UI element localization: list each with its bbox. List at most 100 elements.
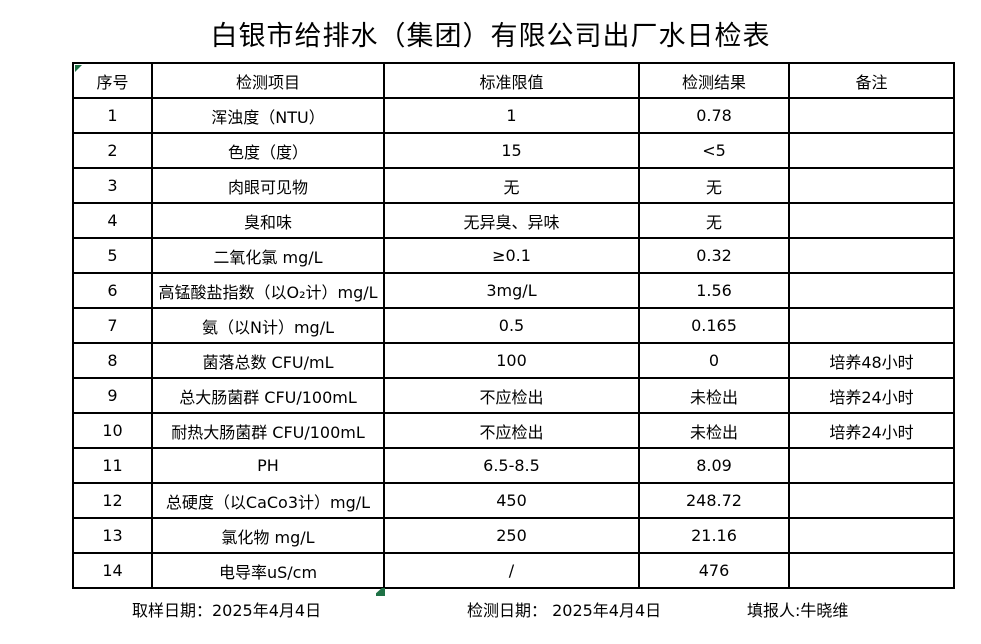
cell-limit: 15 <box>383 132 640 169</box>
table-row: 10 耐热大肠菌群 CFU/100mL 不应检出 未检出 培养24小时 <box>72 412 955 449</box>
cell-remark <box>788 97 955 134</box>
cell-item: 氨（以N计）mg/L <box>151 307 385 344</box>
cell-remark <box>788 307 955 344</box>
cell-limit: / <box>383 552 640 589</box>
cell-limit: 1 <box>383 97 640 134</box>
cell-index: 10 <box>72 412 153 449</box>
cell-index: 9 <box>72 377 153 414</box>
cell-index: 7 <box>72 307 153 344</box>
cell-item: 臭和味 <box>151 202 385 239</box>
excel-error-marker-icon <box>75 65 82 72</box>
footer: 取样日期：2025年4月4日 检测日期： 2025年4月4日 填报人:牛晓维 <box>0 597 981 621</box>
cell-index: 4 <box>72 202 153 239</box>
cell-result: 8.09 <box>638 447 790 484</box>
cell-item: 二氧化氯 mg/L <box>151 237 385 274</box>
cell-result: <5 <box>638 132 790 169</box>
cell-item: 电导率uS/cm <box>151 552 385 589</box>
cell-limit: 无异臭、异味 <box>383 202 640 239</box>
cell-item: 耐热大肠菌群 CFU/100mL <box>151 412 385 449</box>
cell-remark <box>788 132 955 169</box>
cell-index: 3 <box>72 167 153 204</box>
cell-result: 1.56 <box>638 272 790 309</box>
table-header: 序号 检测项目 标准限值 检测结果 备注 <box>72 62 955 99</box>
cell-result: 无 <box>638 202 790 239</box>
table-row: 4 臭和味 无异臭、异味无 <box>72 202 955 239</box>
cell-item: 色度（度） <box>151 132 385 169</box>
cell-item: 菌落总数 CFU/mL <box>151 342 385 379</box>
cell-remark: 培养24小时 <box>788 377 955 414</box>
table-row: 6 高锰酸盐指数（以O₂计）mg/L 3mg/L 1.56 <box>72 272 955 309</box>
cell-index: 11 <box>72 447 153 484</box>
table-row: 5 二氧化氯 mg/L ≥0.1 0.32 <box>72 237 955 274</box>
cell-item: 浑浊度（NTU） <box>151 97 385 134</box>
cell-result: 未检出 <box>638 412 790 449</box>
cell-index: 13 <box>72 517 153 554</box>
col-header-item: 检测项目 <box>151 62 385 99</box>
cell-limit: 不应检出 <box>383 412 640 449</box>
table-row: 11 PH 6.5-8.5 8.09 <box>72 447 955 484</box>
cell-index: 14 <box>72 552 153 589</box>
cell-remark: 培养48小时 <box>788 342 955 379</box>
table-row: 3 肉眼可见物无无 <box>72 167 955 204</box>
table-row: 9 总大肠菌群 CFU/100mL 不应检出 未检出 培养24小时 <box>72 377 955 414</box>
cell-limit: 100 <box>383 342 640 379</box>
col-header-remark: 备注 <box>788 62 955 99</box>
cell-result: 248.72 <box>638 482 790 519</box>
cell-result: 无 <box>638 167 790 204</box>
cell-item: 高锰酸盐指数（以O₂计）mg/L <box>151 272 385 309</box>
cell-limit: ≥0.1 <box>383 237 640 274</box>
cell-item: 氯化物 mg/L <box>151 517 385 554</box>
table-row: 8 菌落总数 CFU/mL 100 0 培养48小时 <box>72 342 955 379</box>
test-date: 检测日期： 2025年4月4日 <box>467 601 662 620</box>
cell-index: 1 <box>72 97 153 134</box>
cell-result: 0.78 <box>638 97 790 134</box>
cell-remark <box>788 482 955 519</box>
cell-result: 0.32 <box>638 237 790 274</box>
cell-index: 12 <box>72 482 153 519</box>
cell-limit: 450 <box>383 482 640 519</box>
cell-result: 0 <box>638 342 790 379</box>
cell-remark <box>788 517 955 554</box>
table-body: 1 浑浊度（NTU） 1 0.78 2 色度（度） 15 <5 3 肉眼可见物无无 4 臭和味 无异臭、… <box>72 97 955 589</box>
table-row: 12 总硬度（以CaCo3计）mg/L 450 248.72 <box>72 482 955 519</box>
page-title: 白银市给排水（集团）有限公司出厂水日检表 <box>210 21 771 52</box>
cell-item: 总大肠菌群 CFU/100mL <box>151 377 385 414</box>
col-header-limit: 标准限值 <box>383 62 640 99</box>
cell-limit: 6.5-8.5 <box>383 447 640 484</box>
cell-remark: 培养24小时 <box>788 412 955 449</box>
cell-item: 肉眼可见物 <box>151 167 385 204</box>
col-header-index: 序号 <box>72 62 153 99</box>
cell-item: 总硬度（以CaCo3计）mg/L <box>151 482 385 519</box>
table-row: 2 色度（度） 15 <5 <box>72 132 955 169</box>
table-row: 13 氯化物 mg/L 250 21.16 <box>72 517 955 554</box>
cell-remark <box>788 237 955 274</box>
table-row: 14 电导率uS/cm/476 <box>72 552 955 589</box>
cell-remark <box>788 167 955 204</box>
cell-limit: 不应检出 <box>383 377 640 414</box>
sample-date: 取样日期：2025年4月4日 <box>132 601 322 620</box>
cell-remark <box>788 202 955 239</box>
cell-limit: 250 <box>383 517 640 554</box>
cell-remark <box>788 272 955 309</box>
header-row: 序号 检测项目 标准限值 检测结果 备注 <box>72 62 955 99</box>
reporter: 填报人:牛晓维 <box>747 601 849 620</box>
cell-result: 476 <box>638 552 790 589</box>
cell-limit: 3mg/L <box>383 272 640 309</box>
cell-limit: 0.5 <box>383 307 640 344</box>
selection-artifact-icon <box>376 588 385 596</box>
cell-remark <box>788 552 955 589</box>
cell-index: 5 <box>72 237 153 274</box>
cell-index: 6 <box>72 272 153 309</box>
col-header-result: 检测结果 <box>638 62 790 99</box>
cell-result: 未检出 <box>638 377 790 414</box>
table-row: 1 浑浊度（NTU） 1 0.78 <box>72 97 955 134</box>
table-row: 7 氨（以N计）mg/L 0.5 0.165 <box>72 307 955 344</box>
cell-index: 8 <box>72 342 153 379</box>
cell-index: 2 <box>72 132 153 169</box>
cell-remark <box>788 447 955 484</box>
cell-item: PH <box>151 447 385 484</box>
inspection-table: 序号 检测项目 标准限值 检测结果 备注 1 浑浊度（NTU） 1 0.78 2 色度（度） 15 <… <box>72 62 955 589</box>
cell-result: 0.165 <box>638 307 790 344</box>
cell-limit: 无 <box>383 167 640 204</box>
